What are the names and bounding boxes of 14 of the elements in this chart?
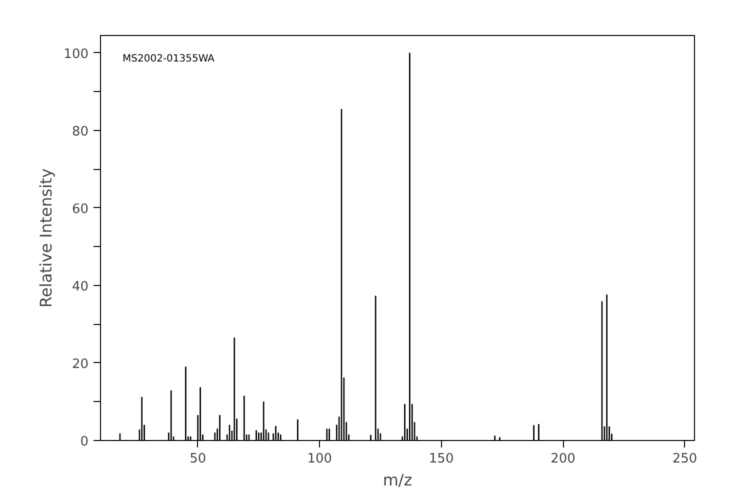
y-tick-label: 40 xyxy=(72,279,89,294)
y-tick-label: 20 xyxy=(72,356,89,372)
x-tick-label: 100 xyxy=(307,452,332,466)
x-axis-title: m/z xyxy=(382,470,412,490)
x-tick-label: 200 xyxy=(550,452,576,466)
x-tick-label: 150 xyxy=(428,452,454,466)
y-tick-label: 60 xyxy=(72,202,89,217)
y-tick-label: 80 xyxy=(72,124,89,140)
y-tick-label: 0 xyxy=(80,434,89,450)
annotation: MS2002-01355WA xyxy=(122,54,215,64)
x-tick-label: 250 xyxy=(672,452,698,466)
y-axis-title: Relative Intensity xyxy=(36,168,56,308)
x-tick-label: 50 xyxy=(190,452,206,466)
y-tick-label: 100 xyxy=(64,46,89,62)
